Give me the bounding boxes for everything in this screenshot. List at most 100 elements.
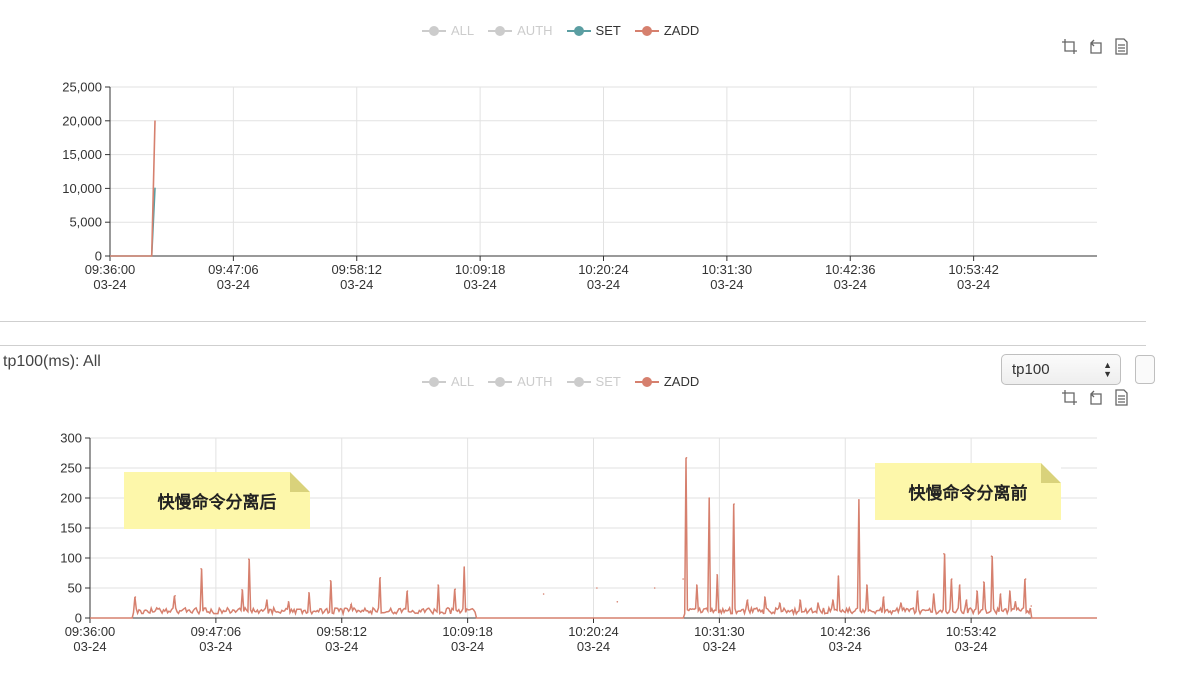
data-point	[454, 588, 457, 590]
data-point	[716, 574, 718, 576]
x-tick-label: 10:09:18	[442, 624, 493, 639]
section-divider	[0, 321, 1146, 322]
x-tick-label: 10:09:18	[455, 262, 506, 277]
legend-marker-icon	[634, 25, 659, 36]
legend-item-set[interactable]: SET	[566, 374, 621, 389]
legend-item-all[interactable]: ALL	[422, 23, 474, 38]
data-view-icon[interactable]	[1113, 38, 1130, 55]
zoom-icon[interactable]	[1061, 38, 1078, 55]
zoom-reset-icon[interactable]	[1087, 389, 1104, 406]
data-point	[241, 589, 243, 591]
x-tick-date: 03-24	[829, 639, 862, 654]
legend-item-all[interactable]: ALL	[422, 374, 474, 389]
data-point	[350, 604, 352, 606]
legend-label: ZADD	[663, 23, 700, 38]
data-point	[900, 602, 902, 604]
data-point	[746, 599, 749, 601]
data-point	[866, 584, 868, 586]
zoom-icon[interactable]	[1061, 389, 1078, 406]
legend-item-set[interactable]: SET	[566, 23, 621, 38]
legend-marker-icon	[488, 25, 513, 36]
legend-item-zadd[interactable]: ZADD	[634, 374, 700, 389]
legend-label: SET	[595, 23, 621, 38]
y-tick-label: 15,000	[62, 147, 102, 162]
x-tick-label: 10:42:36	[825, 262, 876, 277]
y-tick-label: 100	[60, 551, 82, 566]
data-point	[943, 553, 945, 555]
data-point	[999, 593, 1002, 595]
data-point	[976, 590, 978, 592]
data-view-icon[interactable]	[1113, 389, 1130, 406]
legend-marker-icon	[634, 376, 659, 387]
x-tick-label: 09:36:00	[65, 624, 116, 639]
data-point	[308, 592, 310, 594]
x-tick-date: 03-24	[73, 639, 106, 654]
x-tick-label: 10:53:42	[946, 624, 997, 639]
select-arrows-icon: ▲ ▼	[1103, 360, 1112, 379]
metric-select-value: tp100	[1012, 361, 1050, 378]
x-tick-date: 03-24	[710, 277, 743, 292]
y-tick-label: 10,000	[62, 181, 102, 196]
data-point	[542, 593, 545, 595]
data-point	[200, 568, 202, 570]
data-point	[965, 599, 968, 601]
bottom-legend: ALL AUTH SET ZADD	[422, 374, 699, 389]
x-tick-date: 03-24	[957, 277, 990, 292]
x-tick-date: 03-24	[464, 277, 497, 292]
x-tick-label: 10:42:36	[820, 624, 871, 639]
y-tick-label: 150	[60, 521, 82, 536]
note-fold	[1041, 463, 1061, 483]
data-point	[1008, 590, 1011, 592]
x-tick-label: 10:20:24	[578, 262, 629, 277]
qps-chart: 05,00010,00015,00020,00025,00009:36:0003…	[62, 80, 1097, 292]
x-tick-label: 09:47:06	[208, 262, 259, 277]
annotation-after: 快慢命令分离后	[124, 472, 310, 529]
x-tick-date: 03-24	[93, 277, 126, 292]
y-tick-label: 200	[60, 491, 82, 506]
data-point	[763, 596, 766, 598]
data-point	[932, 593, 935, 595]
y-tick-label: 300	[60, 431, 82, 446]
legend-label: ZADD	[663, 374, 700, 389]
data-point	[858, 499, 860, 501]
extra-control[interactable]	[1135, 355, 1155, 384]
x-tick-date: 03-24	[834, 277, 867, 292]
x-tick-label: 09:36:00	[85, 262, 136, 277]
legend-item-zadd[interactable]: ZADD	[634, 23, 700, 38]
legend-label: AUTH	[517, 374, 553, 389]
top-legend: ALL AUTH SET ZADD	[422, 23, 699, 38]
legend-marker-icon	[566, 376, 591, 387]
section-divider	[0, 345, 1146, 346]
y-tick-label: 5,000	[69, 215, 102, 230]
legend-label: SET	[595, 374, 621, 389]
top-toolbox	[1061, 38, 1130, 55]
tp100-chart: 05010015020025030009:36:0003-2409:47:060…	[60, 431, 1097, 654]
legend-item-auth[interactable]: AUTH	[488, 23, 553, 38]
metric-select[interactable]: tp100 ▲ ▼	[1001, 354, 1121, 385]
x-tick-date: 03-24	[451, 639, 484, 654]
note-fold	[290, 472, 310, 492]
data-point	[883, 596, 885, 598]
zoom-reset-icon[interactable]	[1087, 38, 1104, 55]
data-point	[708, 497, 710, 499]
x-tick-label: 10:53:42	[948, 262, 999, 277]
x-tick-label: 10:31:30	[702, 262, 753, 277]
legend-marker-icon	[422, 376, 446, 387]
data-point	[799, 599, 801, 601]
legend-label: ALL	[451, 374, 475, 389]
data-point	[682, 578, 684, 580]
x-tick-date: 03-24	[340, 277, 373, 292]
data-point	[379, 577, 382, 579]
data-point	[463, 566, 466, 568]
legend-marker-icon	[488, 376, 513, 387]
data-point	[329, 580, 332, 582]
data-point	[982, 581, 985, 583]
series-line-zadd	[90, 457, 1097, 619]
data-point	[287, 601, 290, 603]
data-point	[990, 555, 993, 557]
data-point	[1030, 605, 1032, 607]
data-point	[817, 602, 819, 604]
legend-item-auth[interactable]: AUTH	[488, 374, 553, 389]
legend-marker-icon	[422, 25, 446, 36]
data-point	[917, 590, 919, 592]
